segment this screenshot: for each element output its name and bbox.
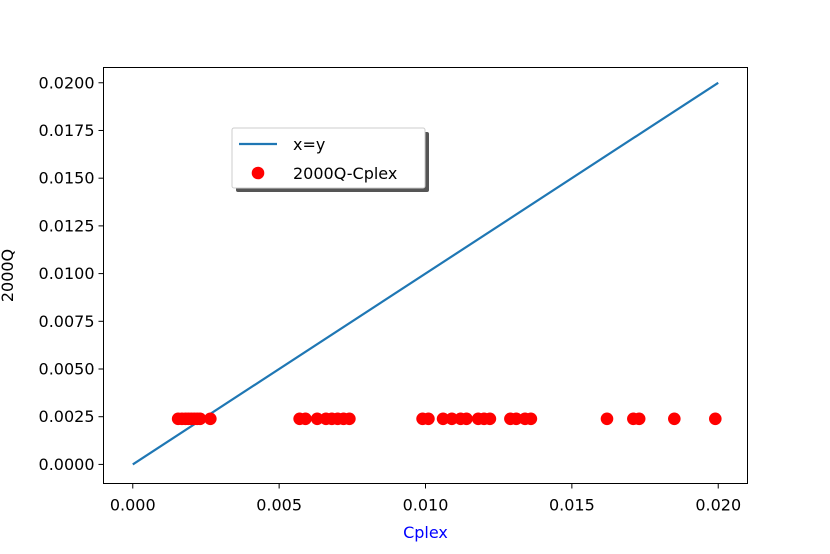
scatter-point [343, 412, 356, 426]
scatter-point [509, 412, 523, 426]
axes: 0.000 0.005 0.010 0.015 0.020 0.0000 0.0025 0.0… [39, 67, 748, 515]
y-tick-label: 0.0125 [39, 216, 95, 235]
y-tick-label: 0.0100 [39, 264, 95, 283]
scatter-point [600, 412, 614, 426]
y-tick-label: 0.0075 [39, 312, 95, 331]
scatter-point [483, 412, 497, 426]
x-tick-label: 0.005 [256, 496, 302, 515]
y-tick-label: 0.0000 [39, 455, 95, 474]
legend-entry-label: 2000Q-Cplex [293, 164, 397, 183]
legend-marker-swatch [251, 166, 265, 180]
plot-content [132, 81, 722, 466]
x-axis-label: Cplex [403, 523, 448, 542]
scatter-point [310, 412, 324, 426]
scatter-point [204, 412, 217, 426]
scatter-point [632, 412, 646, 426]
scatter-point [193, 412, 207, 426]
series-line-x-equals-y [132, 81, 719, 466]
legend: x=y 2000Q-Cplex [231, 127, 429, 192]
y-tick-label: 0.0200 [39, 73, 95, 92]
x-tick-label: 0.020 [695, 496, 741, 515]
scatter-point [299, 412, 312, 426]
y-tick-label: 0.0150 [39, 169, 95, 188]
y-tick-label: 0.0175 [39, 121, 95, 140]
y-tick-label: 0.0025 [39, 407, 95, 426]
plot-area [132, 81, 722, 466]
scatter-point [709, 412, 722, 426]
scatter-point [436, 412, 450, 426]
x-tick-label: 0.000 [110, 496, 156, 515]
scatter-point [524, 412, 538, 426]
scatter-point [668, 412, 681, 426]
legend-box [231, 127, 426, 189]
scatter-point [460, 412, 473, 426]
y-tick-label: 0.0050 [39, 360, 95, 379]
y-axis-label: 2000Q [0, 249, 17, 302]
scatter-point [445, 412, 459, 426]
x-tick-label: 0.015 [549, 496, 595, 515]
legend-entry-label: x=y [293, 135, 325, 154]
x-tick-label: 0.010 [403, 496, 449, 515]
scatter-point [422, 412, 435, 426]
